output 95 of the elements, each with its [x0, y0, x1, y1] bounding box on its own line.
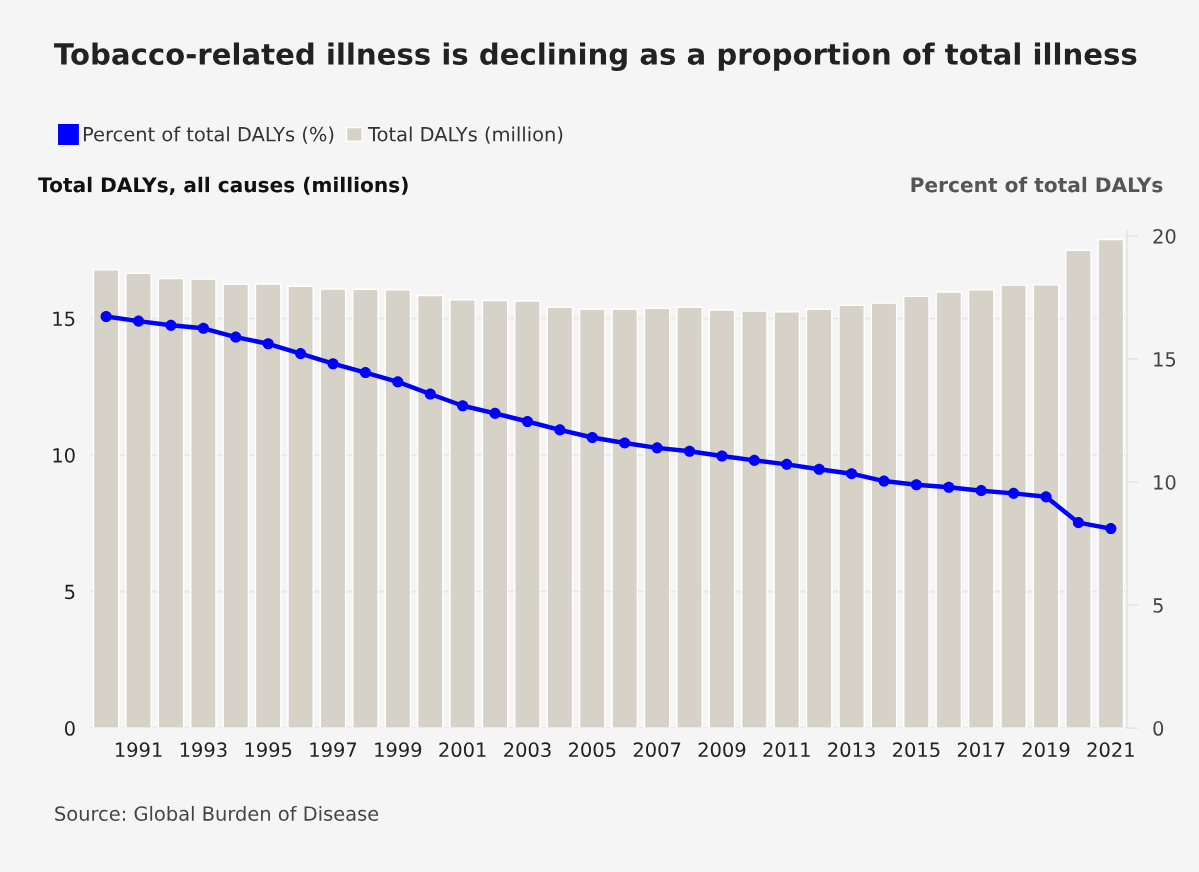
- bar: [125, 272, 152, 729]
- point: [1072, 517, 1084, 529]
- point: [1008, 487, 1020, 499]
- x-tick-label: 2007: [633, 742, 681, 758]
- bar: [1065, 249, 1092, 729]
- point: [262, 338, 274, 350]
- y2-tick-label: 5: [1153, 598, 1163, 613]
- point: [327, 358, 339, 370]
- y2-tick-label: 0: [1153, 721, 1164, 736]
- bar: [1000, 284, 1027, 729]
- point: [165, 319, 177, 331]
- point: [813, 463, 825, 475]
- bar: [157, 277, 185, 729]
- point: [878, 475, 890, 487]
- y2-tick-label: 15: [1154, 352, 1176, 367]
- point: [683, 445, 696, 457]
- chart-title: Tobacco-related illness is declining as a proportion of total illness: [54, 42, 1137, 71]
- y2-tick-label: 10: [1154, 475, 1176, 490]
- point: [521, 415, 534, 428]
- point: [910, 479, 922, 491]
- point: [197, 322, 209, 334]
- point: [748, 454, 760, 466]
- legend-label: Percent of total DALYs (%): [83, 126, 334, 144]
- point: [392, 376, 404, 388]
- y2-tick-label: 20: [1153, 228, 1176, 244]
- point: [846, 468, 858, 480]
- point: [230, 331, 242, 343]
- point: [781, 458, 793, 470]
- x-tick-label: 2019: [1022, 742, 1070, 758]
- point: [489, 407, 501, 419]
- x-tick-label: 1993: [180, 742, 227, 758]
- bar: [1097, 238, 1125, 729]
- bar: [319, 288, 347, 729]
- bar: [676, 306, 703, 729]
- point: [651, 442, 663, 454]
- x-tick-label: 2001: [439, 742, 486, 758]
- bar: [805, 308, 833, 729]
- y2-axis-title: Percent of total DALYs: [911, 176, 1163, 193]
- y-tick-label: 0: [64, 721, 75, 736]
- bar: [481, 299, 509, 729]
- x-tick-label: 2011: [763, 742, 810, 758]
- bar: [935, 291, 963, 729]
- point: [359, 367, 371, 379]
- x-tick-label: 1991: [115, 742, 162, 758]
- bar: [287, 285, 314, 729]
- point: [424, 388, 436, 400]
- y-tick-label: 15: [53, 311, 75, 327]
- bar: [416, 294, 444, 729]
- x-tick-label: 1997: [310, 742, 357, 758]
- point: [1105, 523, 1117, 535]
- y-tick-label: 5: [65, 584, 75, 600]
- bar: [449, 299, 476, 729]
- bar: [741, 310, 768, 729]
- point: [586, 431, 598, 444]
- x-tick-label: 1999: [375, 742, 422, 758]
- bar: [838, 304, 865, 729]
- bar: [870, 302, 898, 729]
- point: [554, 424, 566, 436]
- bar: [903, 295, 930, 729]
- y-axis-title: Total DALYs, all causes (millions): [38, 176, 408, 195]
- point: [716, 450, 728, 462]
- bar: [92, 269, 120, 729]
- bar: [773, 311, 801, 729]
- bar: [708, 309, 736, 729]
- point: [100, 310, 112, 323]
- bar: [546, 306, 574, 729]
- x-tick-label: 1995: [245, 742, 292, 758]
- bar: [352, 288, 379, 729]
- source-note: Source: Global Burden of Disease: [55, 805, 379, 821]
- bar: [514, 300, 541, 729]
- bar: [967, 289, 995, 729]
- point: [619, 437, 631, 449]
- x-tick-label: 2003: [504, 742, 551, 758]
- bar: [578, 308, 606, 729]
- legend-label: Total DALYs (million): [367, 126, 563, 144]
- bar: [254, 283, 282, 729]
- bar: [190, 278, 217, 729]
- point: [457, 400, 469, 412]
- bar: [384, 289, 412, 729]
- point: [943, 481, 955, 493]
- bar: [1032, 284, 1060, 729]
- point: [132, 315, 145, 327]
- x-tick-label: 2013: [828, 742, 875, 758]
- x-tick-label: 2015: [893, 742, 940, 758]
- x-tick-label: 2005: [568, 742, 616, 758]
- point: [975, 485, 987, 497]
- x-tick-label: 2021: [1087, 742, 1134, 758]
- y-tick-label: 10: [53, 447, 75, 463]
- point: [1040, 491, 1052, 503]
- x-tick-label: 2017: [957, 742, 1005, 758]
- x-tick-label: 2009: [698, 742, 746, 758]
- point: [295, 348, 307, 360]
- bar: [222, 283, 250, 729]
- bar: [611, 308, 639, 729]
- bar: [643, 307, 671, 729]
